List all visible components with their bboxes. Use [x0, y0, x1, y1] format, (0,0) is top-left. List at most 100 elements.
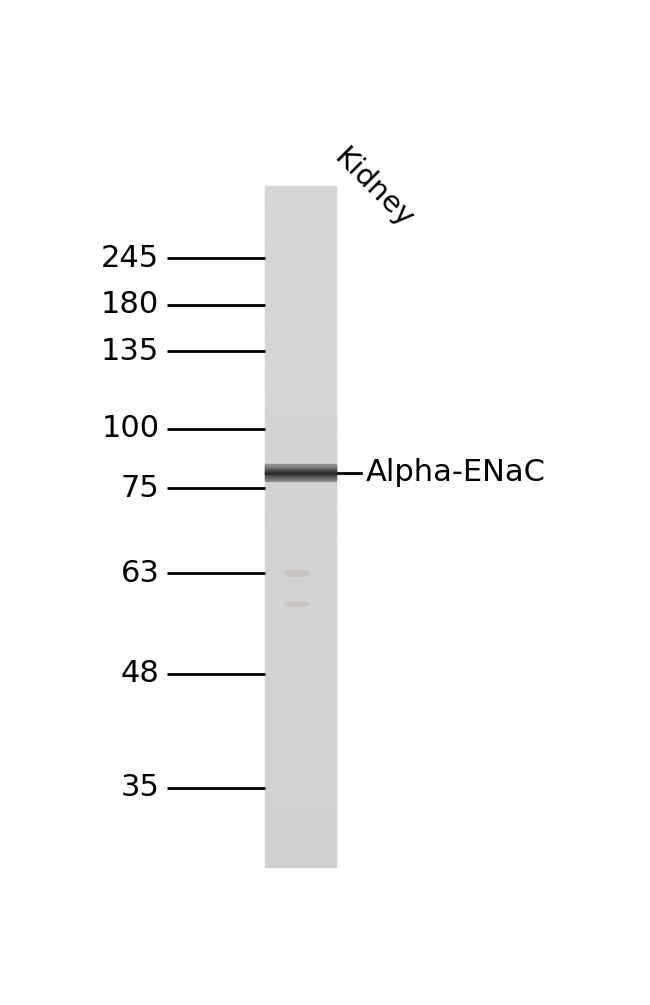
Bar: [265, 498, 335, 507]
Bar: [265, 281, 335, 288]
Bar: [265, 213, 335, 220]
Bar: [265, 315, 335, 323]
Bar: [265, 826, 335, 833]
Bar: [265, 465, 335, 466]
Bar: [265, 471, 335, 472]
Bar: [265, 662, 335, 670]
Bar: [265, 376, 335, 384]
Bar: [265, 475, 335, 476]
Bar: [265, 581, 335, 588]
Ellipse shape: [285, 570, 309, 577]
Text: 48: 48: [120, 659, 159, 688]
Bar: [265, 738, 335, 745]
Bar: [265, 526, 335, 534]
Bar: [265, 560, 335, 568]
Bar: [265, 226, 335, 234]
Bar: [265, 192, 335, 200]
Bar: [265, 655, 335, 663]
Bar: [265, 431, 335, 438]
Bar: [265, 601, 335, 609]
Bar: [265, 485, 335, 492]
Bar: [265, 343, 335, 350]
Text: 180: 180: [101, 290, 159, 320]
Bar: [265, 554, 335, 561]
Bar: [265, 771, 335, 779]
Bar: [265, 199, 335, 207]
Bar: [265, 832, 335, 840]
Bar: [265, 424, 335, 431]
Bar: [265, 839, 335, 847]
Bar: [265, 322, 335, 330]
Bar: [265, 819, 335, 826]
Bar: [265, 621, 335, 629]
Text: 75: 75: [121, 473, 159, 502]
Bar: [265, 294, 335, 303]
Bar: [265, 533, 335, 541]
Bar: [265, 474, 335, 475]
Bar: [265, 717, 335, 725]
Bar: [265, 267, 335, 275]
Text: 135: 135: [101, 337, 159, 366]
Text: Kidney: Kidney: [328, 144, 418, 233]
Bar: [265, 567, 335, 575]
Bar: [265, 220, 335, 227]
Bar: [265, 466, 335, 467]
Bar: [265, 469, 335, 470]
Bar: [265, 404, 335, 411]
Bar: [265, 383, 335, 391]
Bar: [265, 860, 335, 867]
Bar: [265, 363, 335, 370]
Text: 35: 35: [120, 773, 159, 802]
Bar: [265, 682, 335, 690]
Bar: [265, 758, 335, 765]
Bar: [265, 710, 335, 718]
Bar: [265, 704, 335, 711]
Bar: [265, 451, 335, 458]
Bar: [265, 397, 335, 404]
Bar: [265, 437, 335, 445]
Bar: [265, 473, 335, 474]
Bar: [265, 260, 335, 268]
Bar: [265, 744, 335, 752]
Bar: [265, 240, 335, 247]
Bar: [265, 648, 335, 656]
Bar: [265, 464, 335, 472]
Bar: [265, 464, 335, 466]
Bar: [265, 724, 335, 732]
Bar: [265, 812, 335, 820]
Bar: [265, 478, 335, 479]
Bar: [265, 492, 335, 499]
Bar: [265, 792, 335, 799]
Bar: [265, 247, 335, 254]
Bar: [265, 785, 335, 793]
Bar: [265, 469, 335, 471]
Bar: [265, 513, 335, 520]
Bar: [265, 778, 335, 786]
Bar: [265, 470, 335, 472]
Bar: [265, 370, 335, 377]
Bar: [265, 689, 335, 697]
Bar: [265, 594, 335, 602]
Bar: [265, 479, 335, 480]
Bar: [265, 547, 335, 554]
Bar: [265, 467, 335, 468]
Bar: [265, 390, 335, 398]
Bar: [265, 472, 335, 473]
Bar: [265, 287, 335, 295]
Bar: [265, 587, 335, 595]
Text: Alpha-ENaC: Alpha-ENaC: [366, 458, 546, 487]
Text: 100: 100: [101, 414, 159, 443]
Bar: [265, 506, 335, 514]
Bar: [265, 206, 335, 214]
Bar: [265, 669, 335, 676]
Bar: [265, 417, 335, 425]
Bar: [265, 731, 335, 738]
Bar: [265, 765, 335, 772]
Bar: [265, 805, 335, 813]
Bar: [265, 751, 335, 759]
Bar: [265, 477, 335, 478]
Bar: [265, 574, 335, 581]
Bar: [265, 336, 335, 343]
Ellipse shape: [285, 602, 309, 607]
Text: 63: 63: [120, 559, 159, 588]
